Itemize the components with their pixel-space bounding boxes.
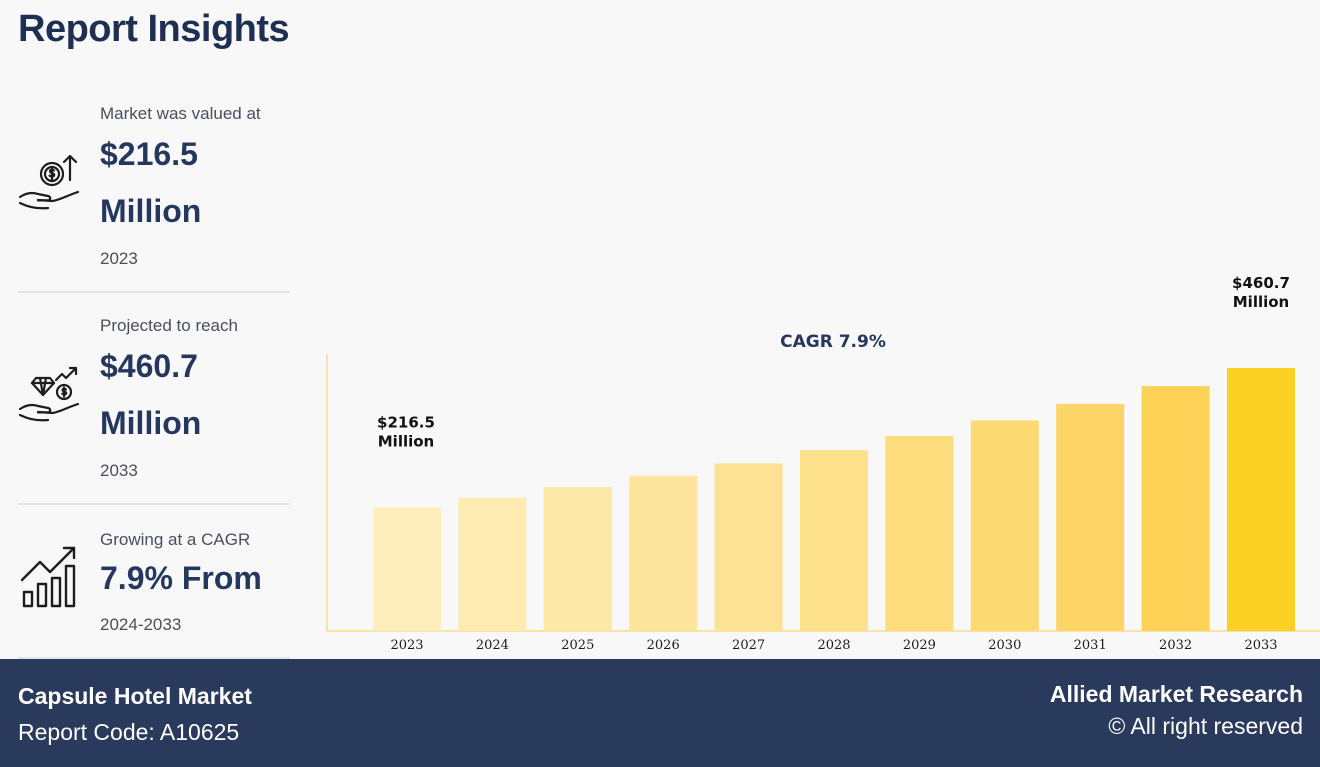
x-tick-label: 2024 [476,638,509,653]
x-tick-label: 2033 [1244,638,1277,653]
stat-label: Market was valued at [100,104,261,123]
stat-label: Growing at a CAGR [100,530,251,549]
money-hand-icon [18,154,80,210]
last-bar-value-label: Million [1233,293,1289,311]
page-title: Report Insights [18,8,290,50]
divider [18,503,290,505]
bar-chart: 2023 2024 2025 2026 2027 2028 2029 2030 2031 2032… [326,274,1320,653]
bar-2031 [1056,403,1125,631]
bar-2033 [1227,368,1295,631]
x-tick-label: 2027 [732,638,765,653]
bar-2028 [800,450,868,631]
stat-value: $460.7 Million [100,348,202,441]
footer-market-name: Capsule Hotel Market [18,683,252,709]
diamond-hand-icon [18,366,80,422]
bar-2025 [543,487,612,631]
x-tick-label: 2025 [561,638,594,653]
bar-2029 [885,435,954,631]
footer: Capsule Hotel Market Report Code: A10625… [0,659,1320,767]
stat-projected-value: Projected to reach $460.7 Million 2033 [18,312,290,492]
x-tick-label: 2028 [817,638,850,653]
stat-year: 2033 [100,461,138,480]
divider [18,657,290,659]
cagr-annotation: CAGR 7.9% [780,332,886,352]
last-bar-value-label: $460.7 [1232,274,1290,292]
stat-market-value: Market was valued at $216.5 Million 2023 [18,100,290,280]
bar-2027 [714,463,783,631]
stat-value: $216.5 Million [100,136,202,229]
bar-2024 [458,497,527,631]
stat-cagr: Growing at a CAGR 7.9% From 2024-2033 [18,526,290,646]
bar-2030 [970,420,1039,631]
bar-2026 [629,475,698,631]
footer-rights: © All right reserved [1108,713,1303,739]
stat-value: 7.9% From [100,560,262,596]
x-tick-label: 2023 [390,638,423,653]
first-bar-value-label: Million [378,432,434,450]
x-tick-label: 2029 [903,638,936,653]
first-bar-value-label: $216.5 [377,413,435,431]
bar-2032 [1141,385,1210,631]
stat-year: 2024-2033 [100,615,182,634]
footer-report-code: Report Code: A10625 [18,719,240,745]
x-tick-label: 2030 [988,638,1021,653]
divider [18,291,290,293]
x-tick-label: 2032 [1159,638,1192,653]
stat-year: 2023 [100,249,138,268]
x-tick-label: 2026 [647,638,680,653]
growth-chart-icon [20,546,76,608]
stat-label: Projected to reach [100,316,238,335]
bar-2023 [373,507,441,631]
footer-brand: Allied Market Research [1049,681,1303,707]
x-tick-label: 2031 [1074,638,1107,653]
